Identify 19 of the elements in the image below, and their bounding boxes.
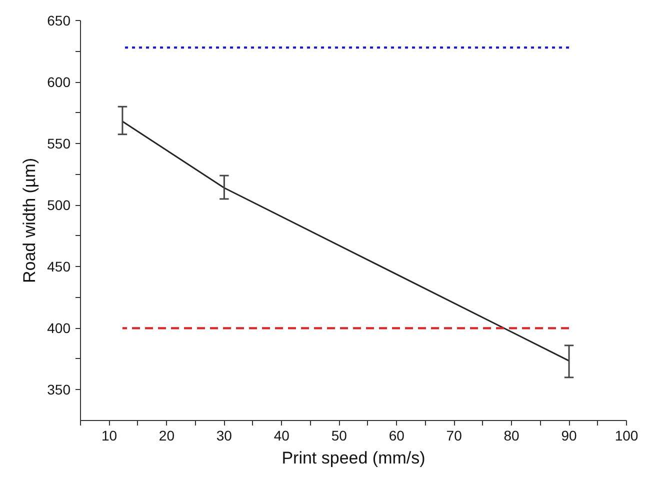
- y-axis-title: Road width (µm): [20, 158, 40, 284]
- y-tick-label: 650: [47, 12, 71, 28]
- x-tick-label: 80: [504, 428, 520, 444]
- y-tick-label: 600: [47, 74, 71, 90]
- y-tick-label: 400: [47, 320, 71, 336]
- y-tick-label: 500: [47, 197, 71, 214]
- x-axis-title: Print speed (mm/s): [282, 448, 426, 468]
- x-tick-label: 90: [561, 428, 578, 444]
- y-tick-label: 350: [47, 382, 71, 398]
- x-tick-label: 100: [614, 428, 638, 444]
- x-tick-label: 70: [446, 428, 462, 444]
- x-tick-label: 40: [274, 428, 290, 444]
- x-tick-label: 10: [101, 428, 118, 444]
- y-tick-label: 450: [47, 258, 71, 275]
- x-tick-label: 30: [216, 428, 232, 444]
- y-tick-label: 550: [47, 136, 71, 152]
- x-tick-label: 20: [158, 428, 175, 444]
- x-tick-label: 50: [331, 428, 348, 444]
- x-tick-label: 60: [388, 428, 405, 444]
